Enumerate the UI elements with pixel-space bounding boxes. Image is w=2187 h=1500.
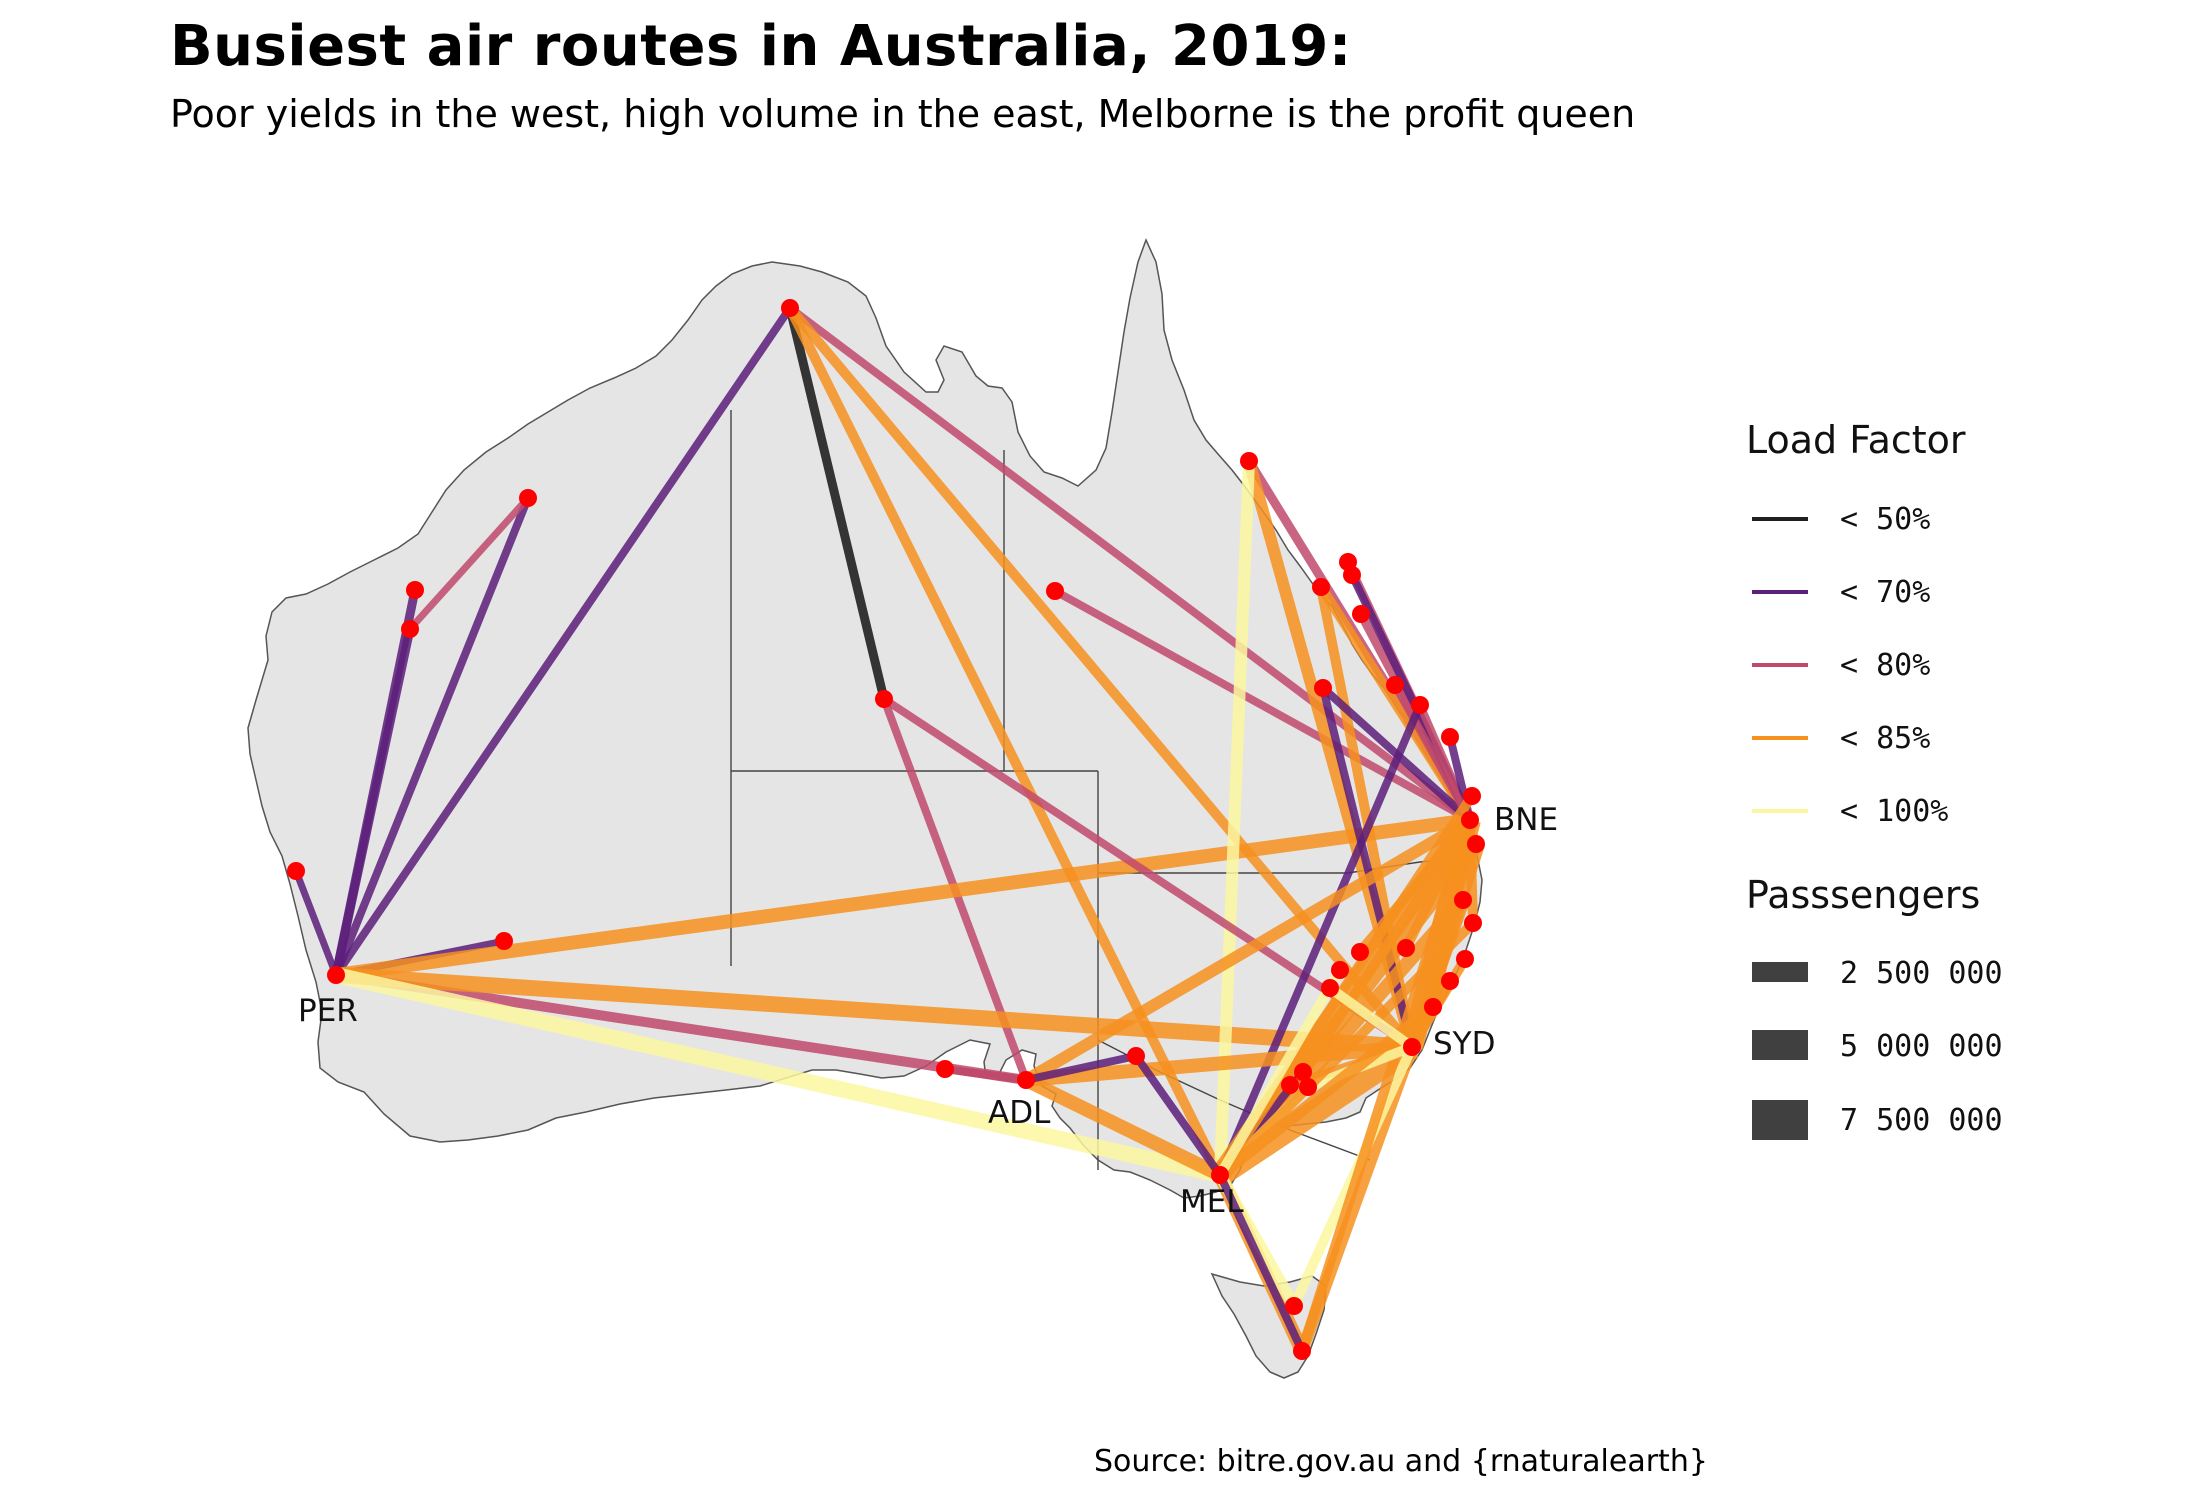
airport-marker-isa	[1046, 582, 1064, 600]
airport-marker-arm	[1351, 943, 1369, 961]
legend-size-swatch-2	[1752, 1030, 1808, 1060]
source-caption: Source: bitre.gov.au and {rnaturalearth}	[1094, 1444, 1708, 1479]
airport-marker-mel	[1211, 1166, 1229, 1184]
airport-marker-pqq	[1441, 972, 1459, 990]
route-per-drw	[332, 305, 794, 978]
legend-size-swatch-1	[1752, 962, 1808, 982]
route-plo-adl	[944, 1065, 1027, 1084]
map-subtitle: Poor yields in the west, high volume in …	[170, 92, 1636, 136]
city-label-per: PER	[298, 993, 358, 1029]
airport-marker-oag	[1331, 961, 1349, 979]
airport-marker-drw	[781, 299, 799, 317]
airport-marker-tmw	[1397, 939, 1415, 957]
legend-label-lf-80: < 80%	[1840, 648, 1930, 683]
airport-marker-bdb	[1386, 676, 1404, 694]
airport-marker-tsv	[1312, 578, 1330, 596]
airport-marker-lst	[1285, 1297, 1303, 1315]
airport-marker-hba	[1293, 1342, 1311, 1360]
route-syd-wga	[1327, 983, 1415, 1052]
airport-marker-dbo	[1281, 1076, 1299, 1094]
city-label-syd: SYD	[1433, 1026, 1495, 1062]
route-per-adl	[335, 970, 1027, 1085]
route-drw-syd	[786, 304, 1416, 1051]
route-per-mel	[334, 967, 1222, 1183]
legend-size-label-1: 2 500 000	[1840, 956, 2003, 991]
legend: Load Factor < 50% < 70% < 80% < 85% < 10…	[1746, 418, 2003, 1140]
australia-mainland	[247, 238, 1483, 1199]
airport-marker-ntl	[1424, 998, 1442, 1016]
legend-size-label-3: 7 500 000	[1840, 1103, 2003, 1138]
airport-marker-abx	[1299, 1078, 1317, 1096]
airport-marker-bne	[1461, 811, 1479, 829]
city-label-mel: MEL	[1180, 1184, 1244, 1220]
route-per-bme	[332, 496, 532, 977]
airport-marker-kgi	[495, 932, 513, 950]
airport-marker-syd	[1403, 1038, 1421, 1056]
airport-marker-plo	[936, 1060, 954, 1078]
airport-marker-per	[327, 966, 345, 984]
legend-label-lf-70: < 70%	[1840, 575, 1930, 610]
route-adl-mql	[1025, 1052, 1137, 1084]
airport-marker-asp	[875, 690, 893, 708]
legend-size-swatch-3	[1752, 1100, 1808, 1140]
airport-marker-cfs	[1464, 914, 1482, 932]
legend-passengers-title: Passsengers	[1746, 873, 1980, 917]
route-per-phe	[331, 589, 420, 976]
route-bne-tmw	[1401, 817, 1475, 951]
route-drw-bne	[787, 304, 1473, 824]
route-bne-adl	[1022, 814, 1474, 1086]
airport-marker-glt	[1441, 728, 1459, 746]
route-bne-cfs	[1465, 819, 1478, 924]
airport-marker-kta	[401, 620, 419, 638]
airport-marker-hvb	[1463, 787, 1481, 805]
legend-label-lf-85: < 85%	[1840, 721, 1930, 756]
route-mel-cfs	[1216, 919, 1477, 1179]
route-mel-adl	[1022, 1073, 1224, 1182]
route-drw-asp	[785, 306, 889, 701]
route-bdb-bne	[1391, 683, 1474, 822]
airports-layer	[287, 299, 1485, 1360]
route-rok-mel	[1216, 703, 1424, 1177]
airport-marker-wga	[1321, 979, 1339, 997]
airport-marker-bme	[519, 489, 537, 507]
route-per-syd	[335, 967, 1413, 1055]
legend-load-factor-items: < 50% < 70% < 80% < 85% < 100%	[1752, 502, 1948, 829]
city-label-bne: BNE	[1494, 802, 1558, 838]
airport-marker-bnk	[1456, 950, 1474, 968]
legend-label-lf-50: < 50%	[1840, 502, 1930, 537]
route-rma-syd	[1319, 687, 1416, 1048]
route-bne-arm	[1356, 816, 1474, 956]
airport-marker-cns	[1240, 452, 1258, 470]
legend-load-factor-title: Load Factor	[1746, 418, 1966, 462]
route-bne-ntl	[1427, 818, 1476, 1009]
route-mel-oag	[1215, 967, 1345, 1178]
airport-marker-cbr	[1294, 1063, 1312, 1081]
route-per-bne	[335, 813, 1471, 982]
airport-marker-get	[287, 862, 305, 880]
airport-marker-ool	[1467, 835, 1485, 853]
map-title: Busiest air routes in Australia, 2019:	[170, 14, 1352, 79]
route-isa-bne	[1053, 587, 1472, 824]
airport-marker-rma	[1314, 679, 1332, 697]
route-cbr-bne	[1298, 817, 1475, 1075]
airport-marker-adl	[1017, 1071, 1035, 1089]
airport-marker-emd	[1339, 553, 1357, 571]
airport-marker-mcy	[1454, 891, 1472, 909]
airport-marker-rok	[1411, 696, 1429, 714]
airport-marker-mky	[1352, 605, 1370, 623]
city-label-adl: ADL	[988, 1095, 1051, 1131]
airport-marker-mql	[1127, 1047, 1145, 1065]
legend-label-lf-100: < 100%	[1840, 794, 1948, 829]
airport-marker-phe	[406, 581, 424, 599]
legend-size-label-2: 5 000 000	[1840, 1029, 2003, 1064]
route-bme-kta	[407, 495, 531, 632]
route-mel-hba	[1216, 1173, 1306, 1353]
route-mel-mql	[1132, 1053, 1224, 1178]
route-hba-bne	[1297, 818, 1475, 1353]
route-per-get	[292, 869, 340, 977]
